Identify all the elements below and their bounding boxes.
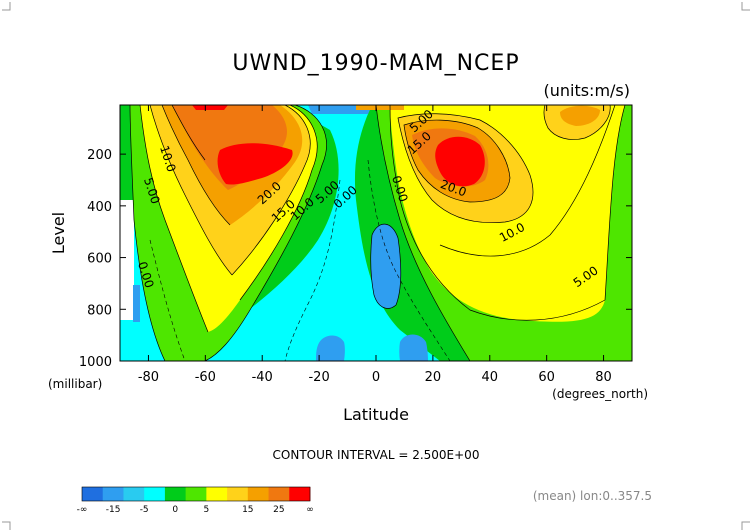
north-upper-max-20: [560, 105, 600, 126]
colorbar-label: -∞: [77, 505, 88, 515]
x-tick-label: 0: [372, 370, 380, 385]
x-units-label: (degrees_north): [552, 387, 648, 401]
colorbar-label: -15: [106, 505, 121, 515]
contour-interval-label: CONTOUR INTERVAL = 2.500E+00: [273, 448, 480, 462]
colorbar-label: 5: [203, 505, 209, 515]
colorbar-label: -5: [140, 505, 149, 515]
north-jet-core: [435, 136, 485, 187]
colorbar-label: 0: [172, 505, 178, 515]
y-units-label: (millibar): [48, 377, 102, 391]
x-tick-label: -40: [252, 370, 273, 385]
colorbar-label: 25: [273, 505, 284, 515]
y-tick-label: 1000: [79, 355, 112, 370]
dashed-contours: [149, 159, 451, 361]
white-gap: [120, 200, 134, 320]
colorbar-swatch: [227, 487, 249, 501]
colorbar-swatch: [102, 487, 124, 501]
x-tick-label: 60: [538, 370, 555, 385]
x-axis-label: Latitude: [343, 405, 409, 424]
colorbar-swatch: [268, 487, 290, 501]
x-tick-label: 20: [425, 370, 442, 385]
colorbar-label: ∞: [306, 505, 314, 515]
y-axis-label: Level: [49, 212, 68, 254]
y-tick-label: 400: [87, 200, 112, 215]
x-axis: -80 -60 -40 -20 0 20 40 60 80: [138, 105, 612, 385]
colorbar-label: 15: [242, 505, 253, 515]
colorbar-swatch: [144, 487, 166, 501]
colorbar-swatch: [82, 487, 104, 501]
contour-field: [120, 105, 632, 361]
surface-easterly-cell-a: [316, 335, 345, 361]
colorbar-swatch: [289, 487, 311, 501]
y-tick-label: 800: [87, 303, 112, 318]
south-jet-core: [217, 143, 293, 185]
x-tick-label: 40: [482, 370, 499, 385]
southern-cyan-strip: [120, 210, 180, 361]
colorbar-swatch: [164, 487, 187, 501]
colorbar-swatch: [247, 487, 269, 501]
south-top-strip: [192, 105, 228, 110]
chart-title: UWND_1990-MAM_NCEP: [232, 51, 519, 76]
equatorial-easterly-cell: [370, 224, 401, 309]
units-label: (units:m/s): [543, 81, 630, 100]
y-axis: 200 400 600 800 1000: [79, 148, 632, 370]
y-tick-label: 600: [87, 252, 112, 267]
x-tick-label: -60: [195, 370, 216, 385]
colorbar-swatch: [185, 487, 207, 501]
y-tick-label: 200: [87, 148, 112, 163]
surface-easterly-cell-b: [399, 334, 428, 361]
x-tick-label: -80: [138, 370, 159, 385]
x-tick-label: -20: [308, 370, 329, 385]
top-mixed-strip: [356, 105, 404, 110]
colorbar: -∞ -15 -5 0 5 15 25 ∞: [77, 486, 314, 515]
southern-blue-patch: [133, 285, 140, 322]
colorbar-frame: [81, 486, 311, 502]
colorbar-swatch: [206, 487, 228, 501]
colorbar-swatch: [123, 487, 145, 501]
contour-lines: [129, 105, 626, 361]
x-tick-label: 80: [595, 370, 612, 385]
mean-lon-label: (mean) lon:0..357.5: [533, 489, 652, 503]
